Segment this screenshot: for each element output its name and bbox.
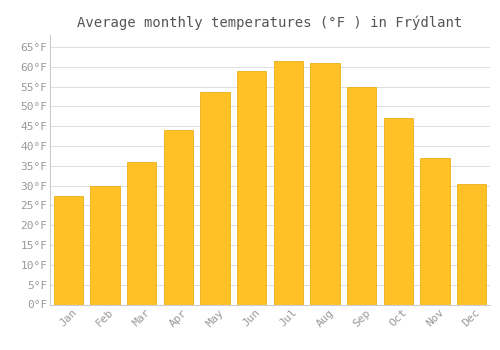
Bar <box>164 130 193 304</box>
Bar <box>90 186 120 304</box>
Bar <box>310 63 340 304</box>
Bar <box>127 162 156 304</box>
Bar <box>54 196 83 304</box>
Bar <box>347 86 376 304</box>
Title: Average monthly temperatures (°F ) in Frýdlant: Average monthly temperatures (°F ) in Fr… <box>78 15 462 30</box>
Bar <box>457 184 486 304</box>
Bar <box>420 158 450 304</box>
Bar <box>237 71 266 304</box>
Bar <box>384 118 413 304</box>
Bar <box>200 92 230 304</box>
Bar <box>274 61 303 304</box>
